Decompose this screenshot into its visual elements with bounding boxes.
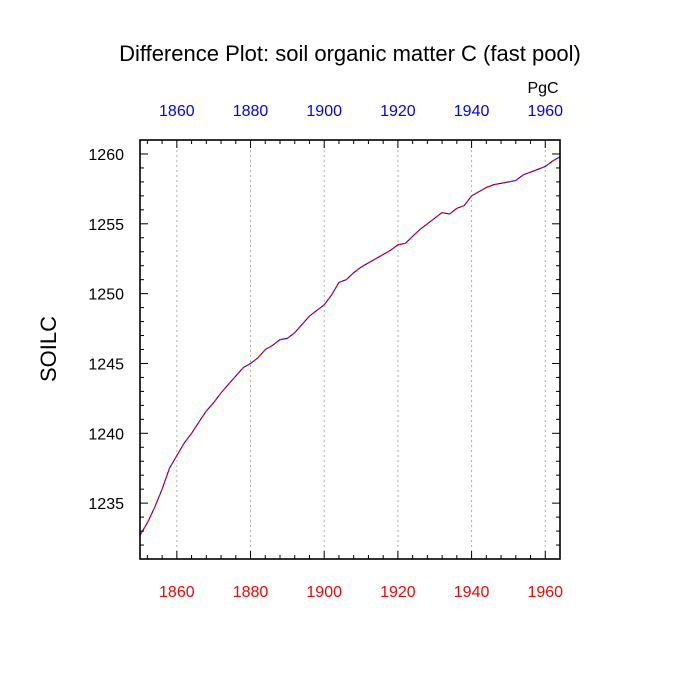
x-tick-label-top: 1880 (233, 103, 269, 120)
y-tick-label: 1245 (88, 356, 124, 373)
x-tick-label-top: 1860 (159, 103, 195, 120)
x-tick-label-bottom: 1940 (454, 584, 490, 601)
x-tick-label-bottom: 1900 (306, 584, 342, 601)
chart-title: Difference Plot: soil organic matter C (… (119, 41, 581, 66)
x-tick-label-top: 1920 (380, 103, 416, 120)
y-tick-label: 1240 (88, 426, 124, 443)
x-tick-label-bottom: 1920 (380, 584, 416, 601)
series-line-red (139, 156, 561, 536)
x-tick-label-top: 1940 (454, 103, 490, 120)
y-tick-label: 1260 (88, 147, 124, 164)
plot-frame (139, 139, 561, 560)
y-axis-label: SOILC (36, 316, 61, 382)
y-tick-label: 1255 (88, 217, 124, 234)
x-tick-label-top: 1960 (527, 103, 563, 120)
x-tick-label-bottom: 1960 (527, 584, 563, 601)
x-tick-label-bottom: 1860 (159, 584, 195, 601)
grid (176, 140, 546, 559)
x-tick-label-bottom: 1880 (233, 584, 269, 601)
x-tick-label-top: 1900 (306, 103, 342, 120)
units-label: PgC (527, 80, 558, 97)
series-line-blue (139, 156, 561, 536)
y-tick-label: 1235 (88, 496, 124, 513)
y-tick-label: 1250 (88, 287, 124, 304)
axes: 1860 1860 1880 1880 1900 1900 1920 1920 1940 1940… (88, 103, 563, 601)
series-lines (139, 156, 561, 536)
